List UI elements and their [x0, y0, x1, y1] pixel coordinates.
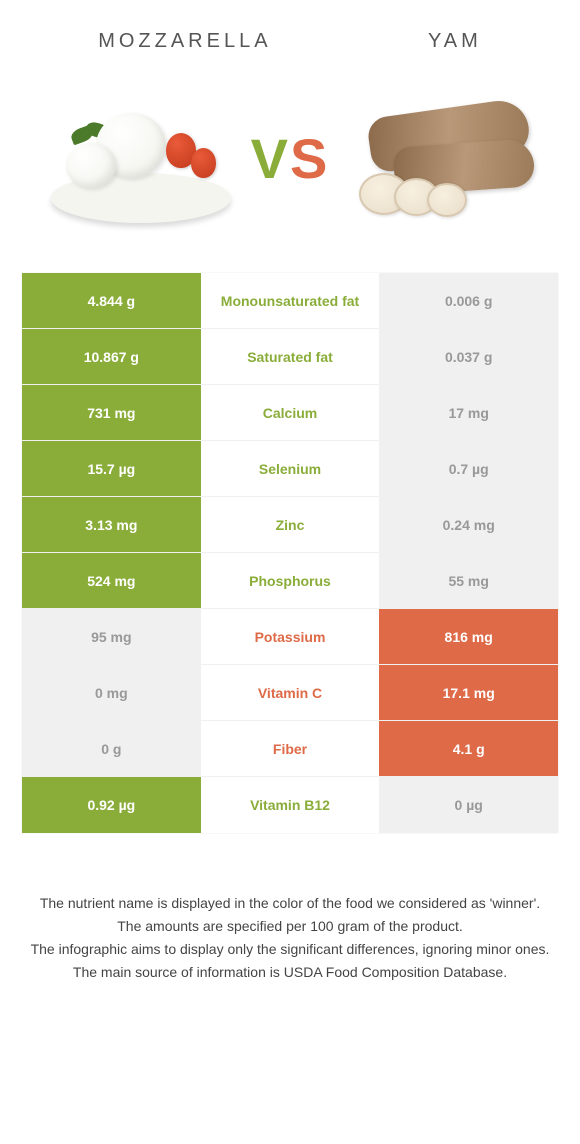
vs-v-letter: V	[251, 127, 290, 190]
left-value-cell: 4.844 g	[22, 273, 201, 328]
nutrient-label-cell: Potassium	[201, 609, 380, 664]
footer-line-1: The nutrient name is displayed in the co…	[30, 893, 550, 914]
nutrient-comparison-table: 4.844 gMonounsaturated fat0.006 g10.867 …	[22, 273, 558, 833]
table-row: 0 gFiber4.1 g	[22, 721, 558, 777]
vs-label: VS	[251, 126, 330, 191]
mozzarella-illustration	[41, 83, 241, 233]
right-value-cell: 55 mg	[379, 553, 558, 608]
right-value-cell: 0.037 g	[379, 329, 558, 384]
nutrient-label-cell: Vitamin C	[201, 665, 380, 720]
table-row: 4.844 gMonounsaturated fat0.006 g	[22, 273, 558, 329]
right-value-cell: 0.006 g	[379, 273, 558, 328]
nutrient-label-cell: Selenium	[201, 441, 380, 496]
header: Mozzarella Yam	[0, 0, 580, 63]
footer-notes: The nutrient name is displayed in the co…	[0, 833, 580, 1005]
right-value-cell: 0 µg	[379, 777, 558, 833]
right-value-cell: 0.7 µg	[379, 441, 558, 496]
footer-line-4: The main source of information is USDA F…	[30, 962, 550, 983]
table-row: 3.13 mgZinc0.24 mg	[22, 497, 558, 553]
table-row: 95 mgPotassium816 mg	[22, 609, 558, 665]
left-food-title: Mozzarella	[98, 30, 271, 53]
table-row: 731 mgCalcium17 mg	[22, 385, 558, 441]
table-row: 10.867 gSaturated fat0.037 g	[22, 329, 558, 385]
left-value-cell: 731 mg	[22, 385, 201, 440]
nutrient-label-cell: Zinc	[201, 497, 380, 552]
nutrient-label-cell: Vitamin B12	[201, 777, 380, 833]
nutrient-label-cell: Phosphorus	[201, 553, 380, 608]
left-value-cell: 0.92 µg	[22, 777, 201, 833]
nutrient-label-cell: Fiber	[201, 721, 380, 776]
vs-s-letter: S	[290, 127, 329, 190]
footer-line-2: The amounts are specified per 100 gram o…	[30, 916, 550, 937]
right-value-cell: 17.1 mg	[379, 665, 558, 720]
yam-illustration	[339, 83, 539, 233]
left-value-cell: 10.867 g	[22, 329, 201, 384]
right-food-title: Yam	[428, 30, 482, 53]
left-value-cell: 3.13 mg	[22, 497, 201, 552]
right-value-cell: 816 mg	[379, 609, 558, 664]
footer-line-3: The infographic aims to display only the…	[30, 939, 550, 960]
table-row: 524 mgPhosphorus55 mg	[22, 553, 558, 609]
left-value-cell: 15.7 µg	[22, 441, 201, 496]
left-value-cell: 0 mg	[22, 665, 201, 720]
nutrient-label-cell: Monounsaturated fat	[201, 273, 380, 328]
hero-section: VS	[0, 63, 580, 273]
left-value-cell: 95 mg	[22, 609, 201, 664]
left-value-cell: 524 mg	[22, 553, 201, 608]
table-row: 0.92 µgVitamin B120 µg	[22, 777, 558, 833]
right-value-cell: 0.24 mg	[379, 497, 558, 552]
table-row: 15.7 µgSelenium0.7 µg	[22, 441, 558, 497]
table-row: 0 mgVitamin C17.1 mg	[22, 665, 558, 721]
right-value-cell: 17 mg	[379, 385, 558, 440]
nutrient-label-cell: Calcium	[201, 385, 380, 440]
nutrient-label-cell: Saturated fat	[201, 329, 380, 384]
right-value-cell: 4.1 g	[379, 721, 558, 776]
left-value-cell: 0 g	[22, 721, 201, 776]
